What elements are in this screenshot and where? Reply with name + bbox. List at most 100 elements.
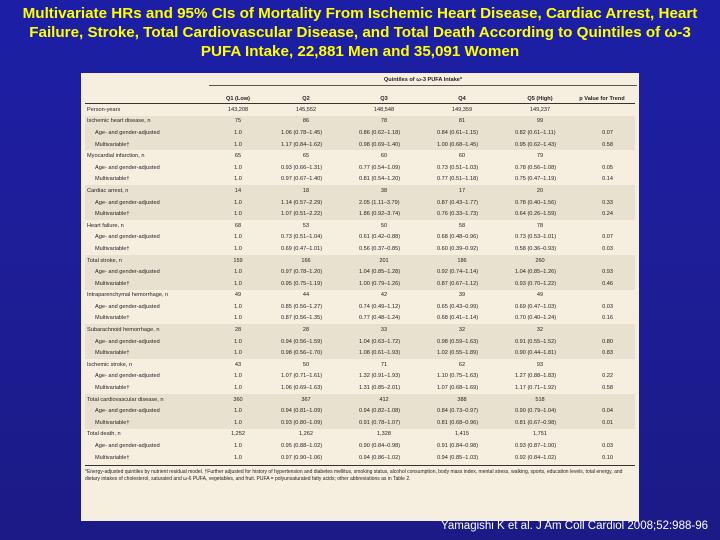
table-cell: 1.00 (0.79–1.26) [359, 280, 401, 287]
table-cell: 1.0 [234, 129, 242, 136]
table-cell: 38 [380, 187, 388, 194]
table-cell: 1.0 [234, 385, 242, 392]
table-cell: 42 [380, 292, 388, 299]
table-cell: 0.93 [602, 269, 613, 276]
table-cell: 0.94 (0.85–1.03) [437, 454, 479, 461]
table-cell: 1.0 [234, 338, 242, 345]
table-cell: 0.01 [602, 419, 613, 426]
row-label: Multivariable† [95, 315, 130, 322]
table-row: Multivariable† 1.0 1.07 (0.51–2.22) 1.86 (0… [85, 208, 635, 220]
table-cell: 43 [234, 361, 242, 368]
column-header-q5: Q5 (High) [527, 96, 553, 102]
column-header-row: Q1 (Low) Q2 Q3 Q4 Q5 (High) p Value for … [85, 86, 635, 104]
table-cell: 1.0 [234, 454, 242, 461]
table-cell: 159 [233, 257, 243, 264]
table-cell: 0.92 (0.74–1.14) [437, 269, 479, 276]
row-label: Multivariable† [95, 350, 130, 357]
table-cell: 0.97 (0.90–1.06) [281, 454, 323, 461]
table-cell: 201 [379, 257, 389, 264]
table-cell: 0.58 [602, 141, 613, 148]
table-row: Age- and gender-adjusted 1.0 1.06 (0.78–1.… [85, 127, 635, 139]
table-cell: 1.0 [234, 315, 242, 322]
table-cell: 0.94 (0.56–1.59) [281, 338, 323, 345]
row-label: Total death, n [87, 431, 121, 438]
table-cell: 17 [458, 187, 466, 194]
table-cell: 1.0 [234, 350, 242, 357]
table-cell: 0.03 [602, 245, 613, 252]
table-cell: 1.0 [234, 373, 242, 380]
citation: Yamagishi K et al. J Am Coll Cardiol 200… [441, 520, 708, 532]
table-cell: 1.02 (0.55–1.89) [437, 350, 479, 357]
table-cell: 0.97 (0.78–1.20) [281, 269, 323, 276]
table-cell: 518 [535, 396, 545, 403]
row-label: Ischemic stroke, n [87, 361, 133, 368]
table-cell: 0.91 (0.84–0.98) [437, 443, 479, 450]
table-cell: 0.77 (0.51–1.18) [437, 176, 479, 183]
row-label: Age- and gender-adjusted [95, 408, 160, 415]
row-label: Age- and gender-adjusted [95, 234, 160, 241]
table-row: Ischemic heart disease, n 75 86 78 81 99 [85, 115, 635, 128]
row-label: Subarachnoid hemorrhage, n [87, 327, 160, 334]
table-row: Subarachnoid hemorrhage, n 28 28 33 32 32 [85, 324, 635, 336]
table-cell: 0.81 (0.67–0.98) [515, 419, 557, 426]
table-cell: 0.04 [602, 408, 613, 415]
table-cell: 143,208 [227, 106, 249, 113]
table-cell: 0.03 [602, 303, 613, 310]
table-cell: 0.87 (0.67–1.12) [437, 280, 479, 287]
table-cell: 0.93 (0.80–1.09) [281, 419, 323, 426]
table-cell: 1.0 [234, 245, 242, 252]
table-cell: 1.27 (0.88–1.83) [515, 373, 557, 380]
table-cell: 1.17 (0.71–1.92) [515, 385, 557, 392]
results-table: Quintiles of ω-3 PUFA Intake* Q1 (Low) Q… [81, 73, 639, 521]
table-cell: 0.56 (0.37–0.85) [359, 245, 401, 252]
row-label: Myocardial infarction, n [87, 153, 145, 160]
table-row: Age- and gender-adjusted 1.0 0.95 (0.88–1.… [85, 440, 635, 452]
table-cell: 149,237 [529, 106, 551, 113]
table-row: Age- and gender-adjusted 1.0 0.73 (0.51–1.… [85, 232, 635, 244]
table-cell: 0.78 (0.56–1.08) [515, 164, 557, 171]
row-label: Age- and gender-adjusted [95, 199, 160, 206]
table-cell: 60 [380, 153, 388, 160]
table-body: Person-years 143,208 145,552 148,548 149,359… [85, 104, 635, 463]
row-label: Age- and gender-adjusted [95, 129, 160, 136]
table-row: Person-years 143,208 145,552 148,548 149,359… [85, 104, 635, 116]
table-cell: 0.24 [602, 211, 613, 218]
table-cell: 0.73 (0.53–1.01) [515, 234, 557, 241]
table-cell: 0.03 [602, 443, 613, 450]
table-cell: 0.85 (0.56–1.27) [281, 303, 323, 310]
table-cell: 0.84 (0.73–0.97) [437, 408, 479, 415]
table-cell: 0.95 (0.62–1.43) [515, 141, 557, 148]
row-label: Age- and gender-adjusted [95, 164, 160, 171]
table-cell: 1.0 [234, 211, 242, 218]
table-cell: 0.93 (0.66–1.31) [281, 164, 323, 171]
table-cell: 0.94 (0.81–1.09) [281, 408, 323, 415]
table-cell: 39 [458, 292, 466, 299]
table-footnote: *Energy-adjusted quintiles by nutrient r… [85, 465, 635, 483]
table-row: Multivariable† 1.0 0.93 (0.80–1.09) 0.91 (0… [85, 417, 635, 429]
table-cell: 0.92 (0.84–1.02) [515, 454, 557, 461]
column-header-q1: Q1 (Low) [226, 96, 250, 102]
table-cell: 1.31 (0.85–2.01) [359, 385, 401, 392]
table-row: Multivariable† 1.0 0.97 (0.90–1.06) 0.94 (0… [85, 452, 635, 464]
table-cell: 1.17 (0.84–1.62) [281, 141, 323, 148]
row-label: Multivariable† [95, 176, 130, 183]
table-cell: 145,552 [295, 106, 317, 113]
table-cell: 149,359 [451, 106, 473, 113]
row-label: Ischemic heart disease, n [87, 118, 151, 125]
table-cell: 28 [234, 327, 242, 334]
table-cell: 0.93 (0.87–1.00) [515, 443, 557, 450]
table-row: Cardiac arrest, n 14 18 38 17 20 [85, 185, 635, 197]
row-label: Heart failure, n [87, 222, 124, 229]
table-cell: 65 [234, 153, 242, 160]
table-cell: 0.98 (0.59–1.63) [437, 338, 479, 345]
table-cell: 75 [234, 118, 242, 125]
table-cell: 0.90 (0.84–0.98) [359, 443, 401, 450]
table-cell: 1.07 (0.71–1.61) [281, 373, 323, 380]
column-header-q3: Q3 [380, 96, 388, 102]
table-cell: 0.87 (0.56–1.35) [281, 315, 323, 322]
table-cell: 1.0 [234, 234, 242, 241]
table-cell: 0.84 (0.61–1.15) [437, 129, 479, 136]
table-cell: 0.73 (0.51–1.03) [437, 164, 479, 171]
table-cell: 81 [458, 118, 466, 125]
table-cell: 367 [301, 396, 311, 403]
